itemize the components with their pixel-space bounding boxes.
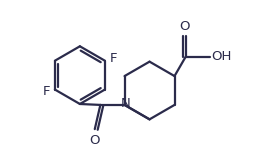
Text: O: O (180, 20, 190, 32)
Text: F: F (43, 85, 50, 98)
Text: N: N (121, 97, 130, 110)
Text: O: O (89, 134, 100, 147)
Text: F: F (110, 52, 117, 65)
Text: OH: OH (212, 50, 232, 63)
